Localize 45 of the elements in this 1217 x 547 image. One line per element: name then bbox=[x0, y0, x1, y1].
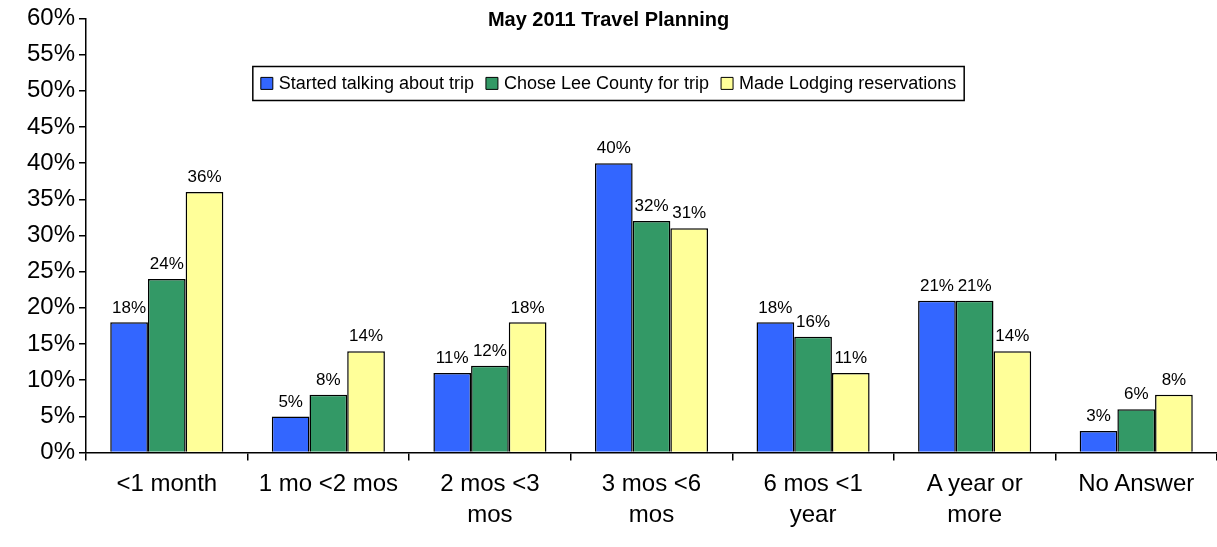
data-label: 32% bbox=[634, 196, 669, 216]
x-tick-label: 3 mos <6 mos bbox=[601, 468, 702, 528]
data-label: 14% bbox=[349, 326, 384, 346]
data-label: 11% bbox=[834, 348, 868, 368]
data-label: 36% bbox=[187, 167, 222, 187]
y-tick-label: 40% bbox=[26, 147, 75, 175]
y-tick-label: 25% bbox=[26, 256, 75, 284]
x-tick-label: A year or more bbox=[926, 468, 1023, 528]
y-tick-label: 15% bbox=[26, 328, 75, 356]
chart-title: May 2011 Travel Planning bbox=[487, 7, 730, 30]
data-label: 8% bbox=[1161, 369, 1187, 389]
y-tick-label: 5% bbox=[40, 401, 75, 429]
y-tick-label: 35% bbox=[26, 183, 75, 211]
x-tick-label: 6 mos <1 year bbox=[763, 468, 863, 528]
data-label: 5% bbox=[278, 391, 303, 411]
data-label: 18% bbox=[112, 297, 147, 317]
data-label: 6% bbox=[1123, 384, 1149, 404]
data-label: 21% bbox=[957, 275, 992, 295]
legend-label: Started talking about trip bbox=[278, 73, 474, 94]
x-tick-label: <1 month bbox=[116, 468, 218, 496]
y-tick-label: 55% bbox=[26, 39, 75, 67]
y-tick-label: 10% bbox=[26, 364, 75, 392]
y-tick-label: 0% bbox=[40, 437, 75, 465]
y-tick-label: 45% bbox=[26, 111, 75, 139]
data-label: 16% bbox=[796, 312, 831, 331]
x-tick-label: 2 mos <3 mos bbox=[440, 468, 540, 528]
data-label: 40% bbox=[596, 138, 631, 158]
y-tick-label: 20% bbox=[26, 292, 75, 320]
data-label: 21% bbox=[919, 275, 954, 295]
y-tick-label: 30% bbox=[26, 220, 75, 248]
data-label: 8% bbox=[316, 369, 341, 389]
data-label: 24% bbox=[149, 254, 184, 274]
y-tick-label: 60% bbox=[26, 3, 75, 31]
legend-label: Chose Lee County for trip bbox=[503, 73, 710, 94]
data-label: 3% bbox=[1086, 406, 1111, 426]
legend-label: Made Lodging reservations bbox=[739, 73, 957, 94]
data-label: 12% bbox=[472, 340, 507, 360]
data-label: 18% bbox=[758, 297, 793, 317]
x-tick-label: 1 mo <2 mos bbox=[258, 468, 399, 496]
data-label: 14% bbox=[995, 326, 1030, 346]
y-tick-label: 50% bbox=[26, 75, 75, 103]
data-label: 18% bbox=[510, 297, 545, 317]
x-tick-label: No Answer bbox=[1078, 468, 1195, 496]
data-label: 11% bbox=[435, 348, 469, 368]
data-label: 31% bbox=[672, 203, 707, 223]
